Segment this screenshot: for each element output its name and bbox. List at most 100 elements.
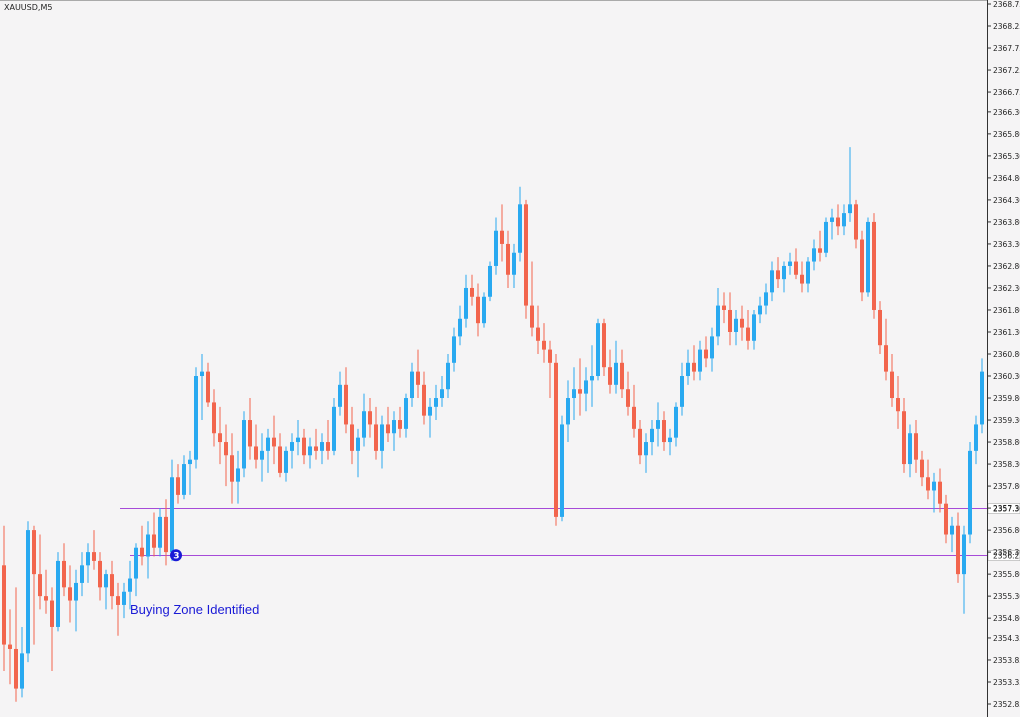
candle [674, 402, 678, 447]
candle-body [434, 398, 438, 407]
candle-body [422, 384, 426, 416]
candle-body [608, 367, 612, 385]
candle-body [350, 424, 354, 451]
candle-body [410, 371, 414, 399]
candle [968, 442, 972, 544]
candle-body [146, 534, 150, 557]
candle-body [932, 481, 936, 491]
candle [26, 521, 30, 663]
candle [416, 349, 420, 399]
candle-body [548, 349, 552, 363]
candle-body [104, 574, 108, 588]
candle-body [284, 450, 288, 473]
candle [854, 199, 858, 249]
candle [380, 415, 384, 469]
candle [134, 543, 138, 597]
candle-body [38, 574, 42, 597]
candle [122, 582, 126, 619]
candle-body [188, 459, 192, 465]
candle [518, 186, 522, 262]
candle [104, 569, 108, 610]
candle-body [392, 420, 396, 434]
candle-body [854, 204, 858, 240]
candle-body [296, 437, 300, 443]
candle-body [530, 305, 534, 328]
candle [80, 552, 84, 597]
candle [794, 248, 798, 280]
candle-body [218, 433, 222, 443]
candle-body [764, 292, 768, 306]
y-tick-label: 2361.30 [993, 328, 1020, 337]
candle [530, 261, 534, 337]
candle-body [62, 560, 66, 588]
candle-body [710, 336, 714, 359]
candle-body [770, 270, 774, 293]
candle [506, 230, 510, 288]
candle [782, 261, 786, 293]
candle [242, 411, 246, 478]
candle [116, 582, 120, 636]
candle-body [458, 318, 462, 337]
candle-body [14, 648, 18, 689]
candle-body [338, 384, 342, 407]
y-tick-label: 2359.80 [993, 394, 1020, 403]
zone-marker[interactable]: 3 [170, 549, 182, 561]
candle-body [626, 389, 630, 407]
candle-body [680, 376, 684, 407]
candle-body [536, 327, 540, 341]
candle [50, 587, 54, 671]
candle-body [920, 459, 924, 478]
candle [902, 398, 906, 473]
candle [320, 433, 324, 465]
y-tick-label: 2365.80 [993, 130, 1020, 139]
candle-body [830, 217, 834, 222]
candle-body [566, 398, 570, 425]
candle-body [500, 230, 504, 244]
y-tick-label: 2366.75 [993, 88, 1020, 97]
candle-body [812, 248, 816, 262]
candle [278, 433, 282, 478]
candle [866, 217, 870, 297]
candle [698, 340, 702, 381]
candle [500, 204, 504, 262]
candle [326, 420, 330, 460]
candle-body [50, 600, 54, 627]
marker-circle[interactable] [170, 549, 182, 562]
candle [644, 433, 648, 473]
candle-body [950, 525, 954, 535]
candle [620, 349, 624, 399]
candle [446, 354, 450, 399]
candle [548, 340, 552, 399]
candle [692, 345, 696, 381]
candle-body [194, 376, 198, 460]
y-tick-label: 2354.80 [993, 614, 1020, 623]
candle [614, 340, 618, 394]
candle [98, 552, 102, 601]
candle-body [482, 296, 486, 324]
candle [734, 309, 738, 346]
candle [668, 428, 672, 456]
candle [728, 292, 732, 346]
candle-body [20, 653, 24, 689]
y-tick-label: 2356.30 [993, 548, 1020, 557]
y-tick-label: 2367.25 [993, 66, 1020, 75]
candle [422, 371, 426, 425]
candle-body [656, 420, 660, 429]
candle-body [890, 371, 894, 399]
candle-body [152, 534, 156, 548]
candle [110, 560, 114, 610]
candle [272, 415, 276, 465]
candle [926, 459, 930, 500]
candle-body [746, 327, 750, 341]
candle [224, 424, 228, 487]
y-tick-label: 2357.80 [993, 482, 1020, 491]
candle-body [902, 411, 906, 465]
candle [68, 565, 72, 623]
y-tick-label: 2368.25 [993, 22, 1020, 31]
candle [152, 512, 156, 557]
candle-body [326, 442, 330, 451]
candle [392, 411, 396, 451]
candle [182, 455, 186, 500]
